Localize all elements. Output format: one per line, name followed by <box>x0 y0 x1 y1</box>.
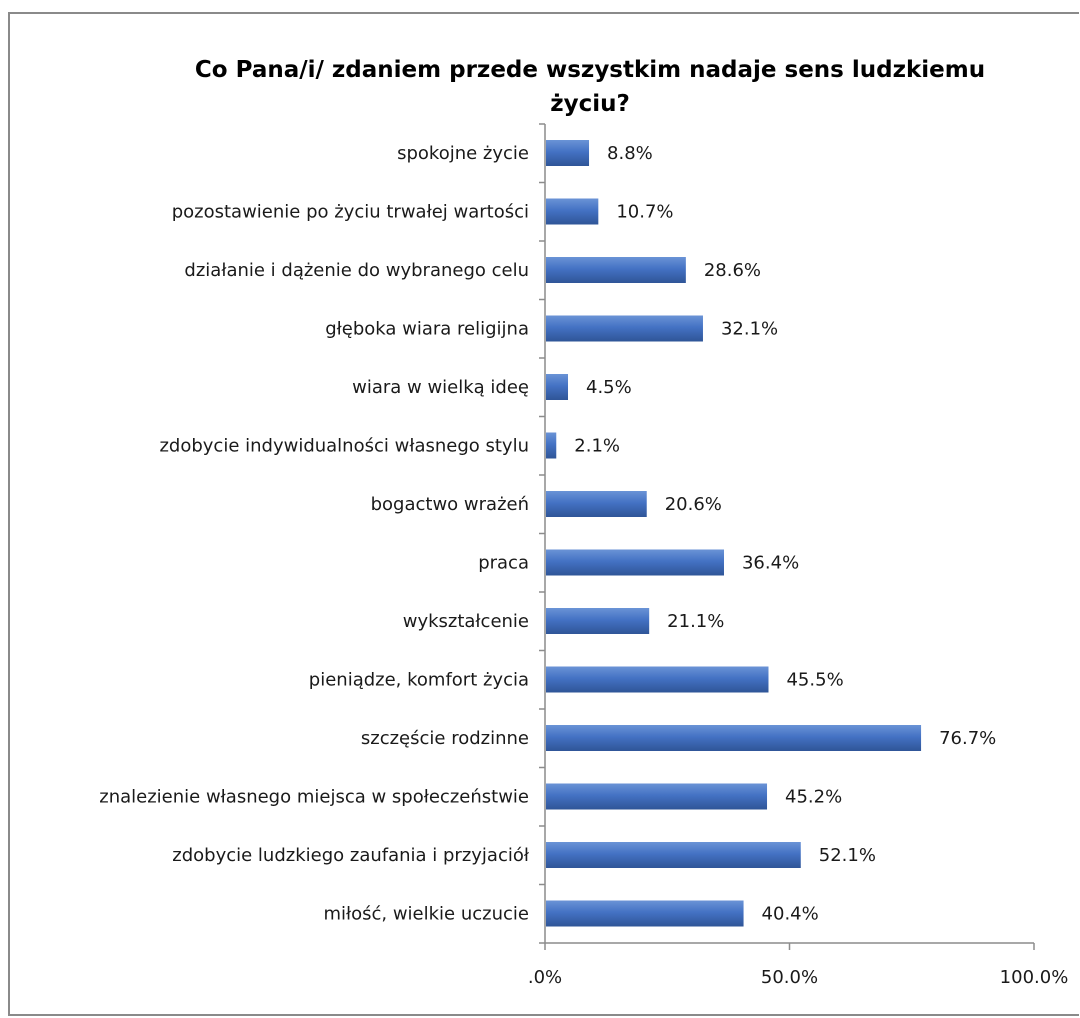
category-label: pozostawienie po życiu trwałej wartości <box>172 202 529 223</box>
data-label: 10.7% <box>616 202 673 223</box>
chart-axes <box>539 123 1035 950</box>
bar <box>546 842 801 868</box>
data-label: 28.6% <box>704 260 761 281</box>
data-label: 36.4% <box>742 553 799 574</box>
category-label: praca <box>478 553 529 574</box>
data-label: 20.6% <box>665 494 722 515</box>
data-label: 4.5% <box>586 377 632 398</box>
x-tick-labels: .0% 50.0% 100.0% <box>528 967 1068 988</box>
x-tick-label: 100.0% <box>1000 967 1069 988</box>
data-label: 8.8% <box>607 143 653 164</box>
bar <box>546 900 744 927</box>
data-label: 2.1% <box>574 436 620 457</box>
bar <box>546 725 922 751</box>
category-label: zdobycie ludzkiego zaufania i przyjaciół <box>172 845 530 866</box>
category-label: pieniądze, komfort życia <box>309 670 529 691</box>
chart-title: Co Pana/i/ zdaniem przede wszystkim nada… <box>194 57 986 117</box>
category-label: działanie i dążenie do wybranego celu <box>184 260 529 281</box>
category-label: miłość, wielkie uczucie <box>323 904 529 925</box>
x-tick-label: .0% <box>528 967 562 988</box>
category-label: bogactwo wrażeń <box>371 494 529 515</box>
bar <box>546 549 724 576</box>
data-label: 32.1% <box>721 319 778 340</box>
value-labels: 8.8% 10.7% 28.6% 32.1% 4.5% 2.1% 20.6% 36.4% 21.… <box>574 143 996 925</box>
bar <box>546 491 647 517</box>
bar <box>546 432 557 459</box>
bar <box>546 315 703 342</box>
category-labels: spokojne życie pozostawienie po życiu trw… <box>99 143 530 925</box>
bar <box>546 783 768 810</box>
bar <box>546 198 599 225</box>
x-tick-label: 50.0% <box>761 967 818 988</box>
data-label: 40.4% <box>762 904 819 925</box>
bar <box>546 666 769 693</box>
chart-frame <box>8 12 1079 1016</box>
bar <box>546 374 569 400</box>
data-label: 45.2% <box>785 787 842 808</box>
bar <box>546 257 686 283</box>
bar <box>546 608 650 634</box>
chart-bars <box>546 140 922 927</box>
data-label: 45.5% <box>786 670 843 691</box>
category-label: spokojne życie <box>397 143 529 164</box>
category-label: szczęście rodzinne <box>361 728 529 749</box>
category-label: wiara w wielką ideę <box>352 377 529 398</box>
bar <box>546 140 590 166</box>
category-label: znalezienie własnego miejsca w społeczeń… <box>99 787 529 808</box>
data-label: 52.1% <box>819 845 876 866</box>
data-label: 76.7% <box>939 728 996 749</box>
category-label: zdobycie indywidualności własnego stylu <box>159 436 529 457</box>
category-label: wykształcenie <box>403 611 529 632</box>
data-label: 21.1% <box>667 611 724 632</box>
category-label: głęboka wiara religijna <box>325 319 529 340</box>
